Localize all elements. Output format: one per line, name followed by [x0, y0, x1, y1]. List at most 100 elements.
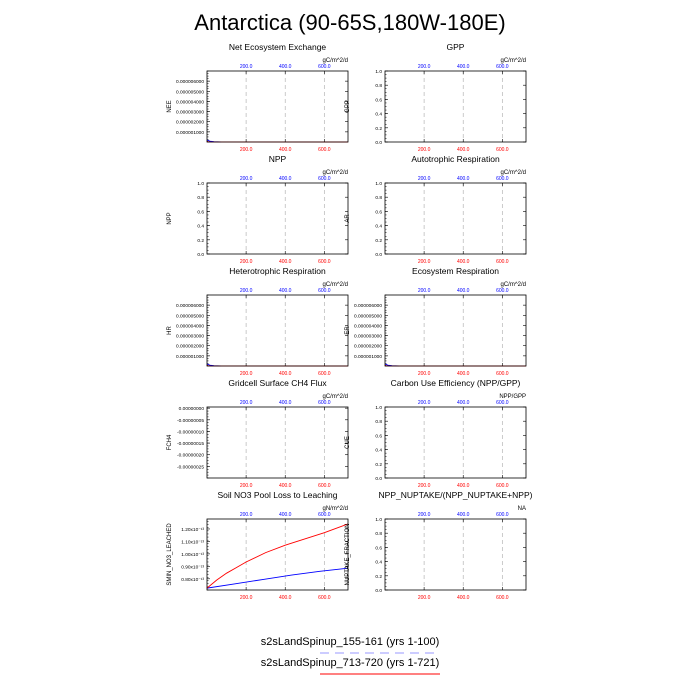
x-tick-label-bottom: 600.0 — [496, 147, 509, 153]
x-tick-label-bottom: 200.0 — [418, 371, 431, 377]
y-tick-label: 0.4 — [375, 112, 382, 118]
y-tick-label: -0.00000005 — [177, 418, 204, 424]
y-tick-label: 0.6 — [375, 97, 382, 103]
plot-frame — [384, 406, 527, 479]
panel-title: Autotrophic Respiration — [411, 155, 500, 164]
y-tick-label: 0.90x10⁻¹³ — [181, 564, 204, 570]
x-tick-label-top: 200.0 — [240, 176, 253, 182]
x-tick-label-top: 400.0 — [457, 64, 470, 70]
x-tick-label-bottom: 400.0 — [279, 371, 292, 377]
y-tick-label: 0.4 — [375, 224, 382, 230]
panel-title: Carbon Use Efficiency (NPP/GPP) — [391, 379, 521, 388]
plot-frame — [206, 518, 349, 591]
x-tick-label-bottom: 400.0 — [279, 483, 292, 489]
x-tick-label-top: 200.0 — [240, 288, 253, 294]
panel-units: gC/m^2/d — [323, 394, 349, 400]
plot-frame — [384, 182, 527, 255]
x-tick-label-top: 600.0 — [496, 64, 509, 70]
x-tick-label-bottom: 600.0 — [318, 595, 331, 601]
plot-frame — [206, 70, 349, 143]
panel-title: NPP — [269, 155, 287, 164]
y-tick-label: 0.4 — [375, 560, 382, 566]
panel-title: Net Ecosystem Exchange — [229, 43, 327, 52]
legend-swatch-2 — [320, 673, 440, 675]
x-tick-label-top: 200.0 — [418, 512, 431, 518]
y-tick-label: -0.00000010 — [177, 429, 204, 435]
x-tick-label-top: 600.0 — [318, 176, 331, 182]
x-tick-label-bottom: 200.0 — [418, 483, 431, 489]
y-tick-label: 0.000003000 — [354, 334, 382, 340]
x-tick-label-top: 200.0 — [240, 64, 253, 70]
x-tick-label-top: 400.0 — [457, 288, 470, 294]
y-tick-label: 0.000001000 — [176, 354, 204, 360]
y-tick-label: 0.8 — [375, 419, 382, 425]
y-tick-label: 1.0 — [375, 181, 382, 187]
y-tick-label: -0.00000015 — [177, 441, 204, 447]
plot-frame — [206, 294, 349, 367]
x-tick-label-bottom: 600.0 — [496, 371, 509, 377]
y-axis-label: FCH4 — [167, 434, 173, 450]
chart-panel-2: GPP gC/m^2/d 200.0 400.0 600.0 200.0 400.0 600.… — [345, 43, 527, 153]
x-tick-label-bottom: 200.0 — [418, 147, 431, 153]
x-tick-label-top: 600.0 — [318, 400, 331, 406]
y-tick-label: 0.80x10⁻¹³ — [181, 577, 204, 583]
x-tick-label-bottom: 600.0 — [496, 595, 509, 601]
x-tick-label-bottom: 600.0 — [318, 371, 331, 377]
chart-panel-5: Heterotrophic Respiration gC/m^2/d 200.0 40… — [167, 267, 349, 377]
plot-frame — [384, 70, 527, 143]
page-title: Antarctica (90-65S,180W-180E) — [194, 10, 506, 35]
plot-frame — [384, 294, 527, 367]
panel-units: gC/m^2/d — [323, 170, 349, 176]
y-tick-label: 0.000004000 — [176, 99, 204, 105]
panel-units: gC/m^2/d — [323, 58, 349, 64]
y-tick-label: 0.6 — [375, 209, 382, 215]
y-axis-label: NPP — [167, 212, 173, 224]
y-axis-label: NEE — [167, 100, 173, 112]
x-tick-label-top: 400.0 — [457, 512, 470, 518]
y-tick-label: 0.0 — [375, 476, 382, 482]
y-tick-label: 1.10x10⁻¹³ — [181, 539, 204, 545]
y-axis-label: CUE — [345, 436, 351, 449]
panel-title: Gridcell Surface CH4 Flux — [228, 379, 327, 388]
x-tick-label-bottom: 600.0 — [318, 147, 331, 153]
y-tick-label: 0.000004000 — [354, 323, 382, 329]
y-tick-label: 0.0 — [197, 252, 204, 258]
x-tick-label-bottom: 400.0 — [279, 259, 292, 265]
panel-units: gC/m^2/d — [323, 282, 349, 288]
y-tick-label: 0.2 — [375, 126, 382, 132]
x-tick-label-bottom: 200.0 — [240, 259, 253, 265]
legend-label-2: s2sLandSpinup_713-720 (yrs 1-721) — [260, 657, 440, 669]
x-tick-label-bottom: 200.0 — [240, 371, 253, 377]
y-tick-label: 0.000005000 — [176, 89, 204, 95]
panel-units: NA — [518, 506, 526, 512]
x-tick-label-top: 600.0 — [496, 288, 509, 294]
x-tick-label-bottom: 600.0 — [496, 483, 509, 489]
y-tick-label: 0.8 — [375, 83, 382, 89]
y-tick-label: 0.000001000 — [354, 354, 382, 360]
y-tick-label: 0.4 — [197, 224, 204, 230]
x-tick-label-bottom: 400.0 — [279, 595, 292, 601]
x-tick-label-bottom: 400.0 — [457, 595, 470, 601]
y-tick-label: 0.000005000 — [176, 313, 204, 319]
x-tick-label-bottom: 400.0 — [279, 147, 292, 153]
chart-panel-7: Gridcell Surface CH4 Flux gC/m^2/d 200.0 40… — [167, 379, 349, 489]
x-tick-label-bottom: 200.0 — [418, 595, 431, 601]
y-axis-label: GPP — [345, 100, 351, 113]
y-tick-label: 0.0 — [375, 140, 382, 146]
y-tick-label: 0.8 — [375, 195, 382, 201]
x-tick-label-top: 200.0 — [418, 176, 431, 182]
y-tick-label: 0.0 — [375, 252, 382, 258]
y-tick-label: 0.6 — [375, 545, 382, 551]
y-tick-label: 0.0 — [375, 588, 382, 594]
plot-frame — [206, 182, 349, 255]
x-tick-label-top: 600.0 — [496, 176, 509, 182]
chart-panel-1: Net Ecosystem Exchange gC/m^2/d 200.0 400.0… — [167, 43, 349, 153]
x-tick-label-top: 400.0 — [279, 512, 292, 518]
x-tick-label-bottom: 600.0 — [318, 259, 331, 265]
x-tick-label-top: 400.0 — [279, 288, 292, 294]
y-tick-label: -0.00000020 — [177, 453, 204, 459]
y-tick-label: 1.00x10⁻¹³ — [181, 552, 204, 558]
x-tick-label-top: 600.0 — [318, 64, 331, 70]
legend-entry-2: s2sLandSpinup_713-720 (yrs 1-721) — [0, 657, 700, 669]
x-tick-label-top: 200.0 — [418, 400, 431, 406]
